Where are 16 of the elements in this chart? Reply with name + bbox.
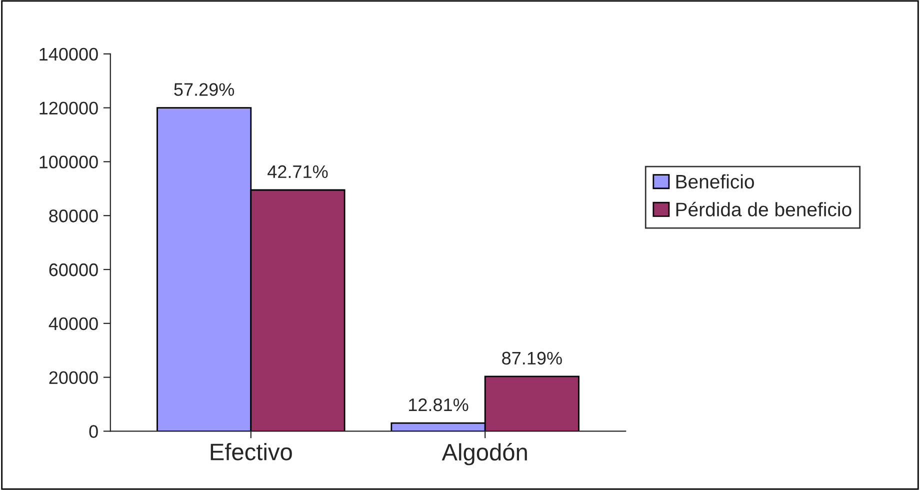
legend-label: Pérdida de beneficio [676,202,852,216]
y-tick-label: 60000 [49,263,98,276]
y-tick-label: 120000 [40,102,98,115]
legend-label: Beneficio [676,174,754,189]
x-tick-label: Efectivo [210,443,292,460]
y-tick-label: 0 [89,425,98,438]
x-tick-label: Algodón [442,443,527,466]
annotation: 42.71% [268,165,328,178]
annotation: 57.29% [174,83,234,96]
y-tick-label: 80000 [49,210,98,222]
y-tick-label: 140000 [40,48,98,61]
y-tick-label: 20000 [49,371,98,384]
y-tick-label: 40000 [48,317,98,330]
y-tick-label: 100000 [40,156,98,168]
annotation: 87.19% [502,352,562,365]
annotation: 12.81% [409,398,468,412]
